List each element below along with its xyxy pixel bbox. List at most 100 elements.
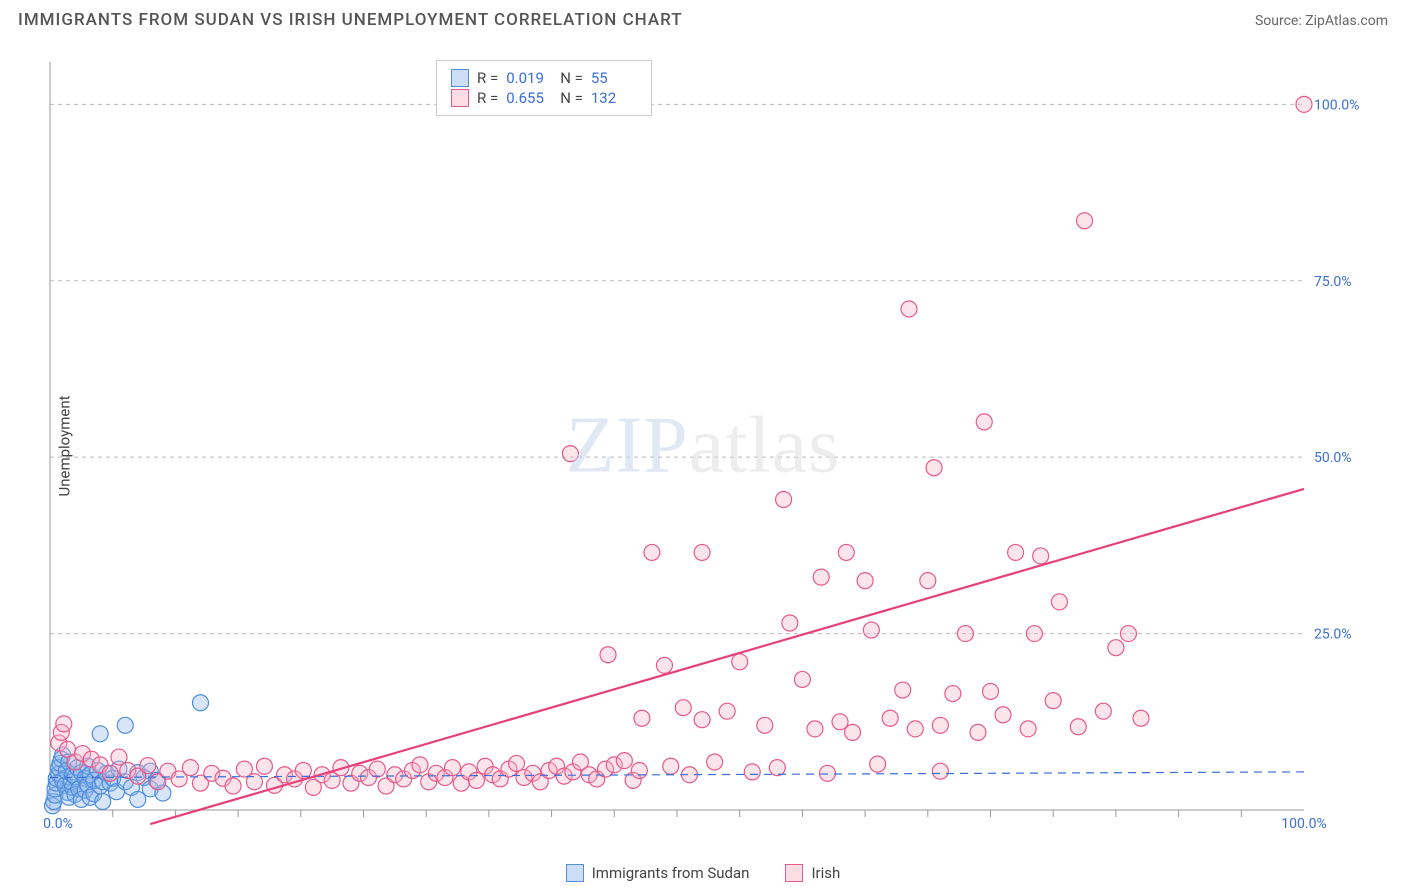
data-point (976, 414, 992, 430)
stat-row: R = 0.019 N = 55 (451, 69, 637, 87)
data-point (192, 695, 208, 711)
legend-item: Irish (785, 864, 840, 882)
data-point (983, 683, 999, 699)
data-point (663, 758, 679, 774)
x-corner-label: 100.0% (1281, 816, 1326, 830)
data-point (757, 717, 773, 733)
data-point (907, 721, 923, 737)
data-point (707, 754, 723, 770)
data-point (631, 762, 647, 778)
data-point (901, 301, 917, 317)
data-point (412, 757, 428, 773)
stat-n-value: 132 (591, 89, 637, 107)
data-point (644, 544, 660, 560)
data-point (995, 707, 1011, 723)
stat-n-label: N = (560, 69, 583, 87)
data-point (508, 755, 524, 771)
data-point (95, 794, 111, 810)
data-point (1045, 693, 1061, 709)
legend-swatch (785, 864, 803, 882)
data-point (932, 717, 948, 733)
data-point (92, 726, 108, 742)
data-point (1070, 719, 1086, 735)
data-point (675, 700, 691, 716)
data-point (562, 446, 578, 462)
data-point (1077, 213, 1093, 229)
data-point (863, 622, 879, 638)
data-point (782, 615, 798, 631)
data-point (882, 710, 898, 726)
data-point (256, 758, 272, 774)
data-point (920, 573, 936, 589)
data-point (970, 724, 986, 740)
chart-title: IMMIGRANTS FROM SUDAN VS IRISH UNEMPLOYM… (18, 10, 683, 30)
y-tick-label: 50.0% (1314, 450, 1352, 466)
data-point (776, 492, 792, 508)
data-point (694, 712, 710, 728)
y-tick-label: 100.0% (1314, 97, 1359, 113)
data-point (807, 721, 823, 737)
data-point (926, 460, 942, 476)
data-point (600, 647, 616, 663)
data-point (468, 772, 484, 788)
data-point (1008, 544, 1024, 560)
data-point (932, 763, 948, 779)
data-point (1108, 640, 1124, 656)
data-point (957, 626, 973, 642)
legend-swatch (451, 69, 469, 87)
data-point (794, 671, 810, 687)
data-point (1020, 721, 1036, 737)
data-point (225, 778, 241, 794)
legend-swatch (566, 864, 584, 882)
data-point (945, 686, 961, 702)
data-point (1095, 703, 1111, 719)
data-point (369, 761, 385, 777)
data-point (857, 573, 873, 589)
data-point (1133, 710, 1149, 726)
stat-r-value: 0.019 (506, 69, 552, 87)
data-point (769, 760, 785, 776)
data-point (719, 703, 735, 719)
stat-n-value: 55 (591, 69, 637, 87)
legend-label: Irish (811, 864, 840, 882)
legend-item: Immigrants from Sudan (566, 864, 750, 882)
chart-area: 25.0% 50.0% 75.0% 100.0% 0.0% 100.0% (44, 60, 1396, 850)
data-point (1051, 594, 1067, 610)
data-point (694, 544, 710, 560)
data-point (838, 544, 854, 560)
data-point (140, 758, 156, 774)
stat-n-label: N = (560, 89, 583, 107)
bottom-legend: Immigrants from Sudan Irish (0, 864, 1406, 882)
data-point (1120, 626, 1136, 642)
correlation-stats-box: R = 0.019 N = 55 R = 0.655 N = 132 (436, 60, 652, 116)
legend-swatch (451, 89, 469, 107)
stat-r-label: R = (477, 89, 498, 107)
x-corner-label: 0.0% (44, 816, 73, 830)
data-point (845, 724, 861, 740)
data-point (56, 716, 72, 732)
trend-line (150, 489, 1304, 824)
data-point (102, 765, 118, 781)
data-point (819, 765, 835, 781)
y-tick-label: 25.0% (1314, 627, 1352, 643)
data-point (616, 753, 632, 769)
data-point (813, 569, 829, 585)
data-point (744, 764, 760, 780)
legend-label: Immigrants from Sudan (592, 864, 750, 882)
data-point (445, 760, 461, 776)
data-point (895, 682, 911, 698)
data-point (1033, 548, 1049, 564)
data-point (182, 760, 198, 776)
data-point (1026, 626, 1042, 642)
data-point (117, 717, 133, 733)
data-point (1296, 96, 1312, 112)
stat-r-value: 0.655 (506, 89, 552, 107)
source-label: Source: ZipAtlas.com (1255, 13, 1388, 29)
stat-r-label: R = (477, 69, 498, 87)
data-point (634, 710, 650, 726)
stat-row: R = 0.655 N = 132 (451, 89, 637, 107)
data-point (870, 756, 886, 772)
data-point (732, 654, 748, 670)
y-tick-label: 75.0% (1314, 274, 1352, 290)
data-point (656, 657, 672, 673)
